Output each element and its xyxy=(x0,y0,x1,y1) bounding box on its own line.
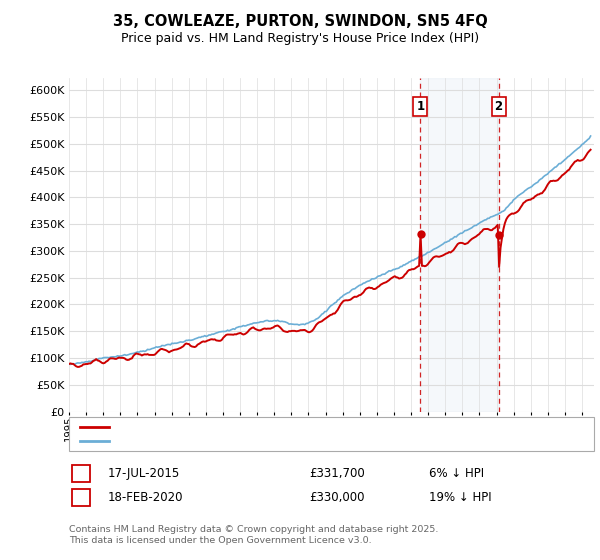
Text: £331,700: £331,700 xyxy=(309,466,365,480)
Text: 1: 1 xyxy=(77,466,85,480)
Text: 18-FEB-2020: 18-FEB-2020 xyxy=(108,491,184,504)
Text: 17-JUL-2015: 17-JUL-2015 xyxy=(108,466,180,480)
Text: Price paid vs. HM Land Registry's House Price Index (HPI): Price paid vs. HM Land Registry's House … xyxy=(121,32,479,45)
Bar xyxy=(420,78,499,412)
Text: 2: 2 xyxy=(77,491,85,504)
Text: £330,000: £330,000 xyxy=(309,491,365,504)
Text: 2: 2 xyxy=(494,100,503,113)
Text: 19% ↓ HPI: 19% ↓ HPI xyxy=(429,491,491,504)
Text: 35, COWLEAZE, PURTON, SWINDON, SN5 4FQ (detached house): 35, COWLEAZE, PURTON, SWINDON, SN5 4FQ (… xyxy=(118,422,467,432)
Text: 1: 1 xyxy=(416,100,424,113)
Text: 35, COWLEAZE, PURTON, SWINDON, SN5 4FQ: 35, COWLEAZE, PURTON, SWINDON, SN5 4FQ xyxy=(113,14,487,29)
Text: 6% ↓ HPI: 6% ↓ HPI xyxy=(429,466,484,480)
Text: Contains HM Land Registry data © Crown copyright and database right 2025.
This d: Contains HM Land Registry data © Crown c… xyxy=(69,525,439,545)
Text: HPI: Average price, detached house, Wiltshire: HPI: Average price, detached house, Wilt… xyxy=(118,436,367,446)
